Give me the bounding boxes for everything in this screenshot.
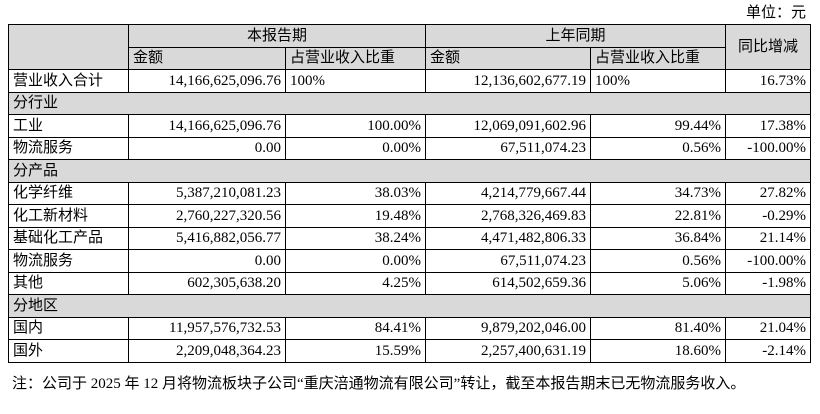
value-cell: 81.40% [590,316,727,340]
subheader: 占营业收入比重 [590,46,727,70]
value-cell: 4,471,482,806.33 [425,226,592,250]
footnote: 注：公司于 2025 年 12 月将物流板块子公司“重庆涪通物流有限公司”转让，… [12,376,746,392]
value-cell: 18.60% [590,339,727,363]
value-cell: 2,257,400,631.19 [425,339,592,363]
subheader-row: 金额 占营业收入比重 金额 占营业收入比重 [9,46,811,70]
value-cell: -2.14% [725,339,812,363]
section-label: 分地区 [7,294,812,318]
data-row: 营业收入合计 14,166,625,096.76 100% 12,136,602,67… [8,69,812,93]
value-cell: 67,511,074.23 [425,249,592,273]
data-row: 工业 14,166,625,096.76 100.00% 12,069,091,602… [8,114,812,138]
section-label: 分行业 [7,91,812,115]
row-label: 基础化工产品 [8,226,129,250]
row-label: 物流服务 [8,136,129,160]
value-cell: 614,502,659.36 [425,271,592,295]
value-cell: 4.25% [284,271,427,295]
row-label: 营业收入合计 [8,69,129,93]
value-cell: 100.00% [284,114,427,138]
value-cell: 17.38% [725,114,812,138]
value-cell: 0.56% [590,249,727,273]
corner-cell [8,24,129,70]
data-row: 物流服务 0.00 0.00% 67,511,074.23 0.56% -100.00% [8,249,812,273]
value-cell: 14,166,625,096.76 [128,69,286,93]
value-cell: 5.06% [590,271,727,295]
data-row: 化学纤维 5,387,210,081.23 38.03% 4,214,779,667.… [8,181,812,205]
revenue-table: 本报告期 上年同期 同比增减 金额 占营业收入比重 金额 占营业收入比重 营业收… [7,24,812,363]
value-cell: 99.44% [590,114,727,138]
value-cell: 0.00% [284,136,427,160]
value-cell: 12,069,091,602.96 [425,114,592,138]
value-cell: 4,214,779,667.44 [425,181,592,205]
section-row: 分地区 [7,294,812,318]
value-cell: 12,136,602,677.19 [425,69,592,93]
section-label: 分产品 [7,159,812,183]
section-row: 分行业 [7,91,812,115]
value-cell: 21.14% [725,226,812,250]
value-cell: 84.41% [284,316,427,340]
row-label: 工业 [8,114,129,138]
value-cell: -0.29% [725,204,812,228]
value-cell: -1.98% [725,271,812,295]
value-cell: 27.82% [725,181,812,205]
value-cell: 0.00 [128,136,286,160]
header-row: 本报告期 上年同期 同比增减 [8,24,812,70]
value-cell: -100.00% [725,136,812,160]
section-row: 分产品 [7,159,812,183]
subheader: 金额 [128,46,286,70]
value-cell: 5,387,210,081.23 [128,181,286,205]
value-cell: 0.00% [284,249,427,273]
value-cell: 14,166,625,096.76 [128,114,286,138]
group-header: 上年同期 [425,24,727,48]
value-cell: 2,209,048,364.23 [128,339,286,363]
row-label: 国外 [8,339,129,363]
value-cell: 38.03% [284,181,427,205]
value-cell: 602,305,638.20 [128,271,286,295]
value-cell: 36.84% [590,226,727,250]
value-cell: 38.24% [284,226,427,250]
value-cell: 100% [590,69,727,93]
value-cell: 16.73% [725,69,812,93]
row-label: 化学纤维 [8,181,129,205]
subheader: 金额 [425,46,592,70]
value-cell: 0.00 [128,249,286,273]
row-label: 其他 [8,271,129,295]
group-header: 同比增减 [725,24,812,70]
value-cell: 0.56% [590,136,727,160]
row-label: 化工新材料 [8,204,129,228]
value-cell: 15.59% [284,339,427,363]
value-cell: 9,879,202,046.00 [425,316,592,340]
row-label: 国内 [8,316,129,340]
value-cell: 21.04% [725,316,812,340]
data-row: 其他 602,305,638.20 4.25% 614,502,659.36 5.06%… [8,271,812,295]
data-row: 化工新材料 2,760,227,320.56 19.48% 2,768,326,469… [8,204,812,228]
data-row: 国外 2,209,048,364.23 15.59% 2,257,400,631.19… [8,339,812,363]
group-header: 本报告期 [127,24,427,48]
subheader: 占营业收入比重 [284,46,427,70]
data-row: 基础化工产品 5,416,882,056.77 38.24% 4,471,482,80… [8,226,812,250]
value-cell: 5,416,882,056.77 [128,226,286,250]
data-row: 物流服务 0.00 0.00% 67,511,074.23 0.56% -100.00% [8,136,812,160]
row-label: 物流服务 [8,249,129,273]
value-cell: 2,760,227,320.56 [128,204,286,228]
data-row: 国内 11,957,576,732.53 84.41% 9,879,202,046.0… [8,316,812,340]
value-cell: 11,957,576,732.53 [128,316,286,340]
value-cell: -100.00% [725,249,812,273]
value-cell: 34.73% [590,181,727,205]
value-cell: 2,768,326,469.83 [425,204,592,228]
value-cell: 100% [284,69,427,93]
unit-label: 单位：元 [745,5,806,21]
value-cell: 19.48% [284,204,427,228]
table-body: 本报告期 上年同期 同比增减 金额 占营业收入比重 金额 占营业收入比重 营业收… [7,24,812,363]
value-cell: 67,511,074.23 [425,136,592,160]
value-cell: 22.81% [590,204,727,228]
